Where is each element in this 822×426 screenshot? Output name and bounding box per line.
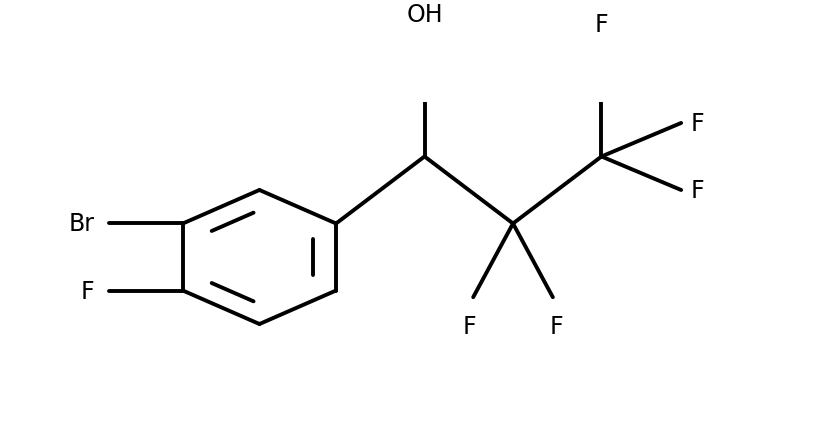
Text: F: F bbox=[462, 314, 476, 338]
Text: OH: OH bbox=[406, 3, 443, 27]
Text: F: F bbox=[691, 112, 704, 135]
Text: F: F bbox=[691, 178, 704, 202]
Text: F: F bbox=[550, 314, 564, 338]
Text: F: F bbox=[81, 279, 95, 303]
Text: F: F bbox=[594, 13, 608, 37]
Text: Br: Br bbox=[69, 212, 95, 236]
